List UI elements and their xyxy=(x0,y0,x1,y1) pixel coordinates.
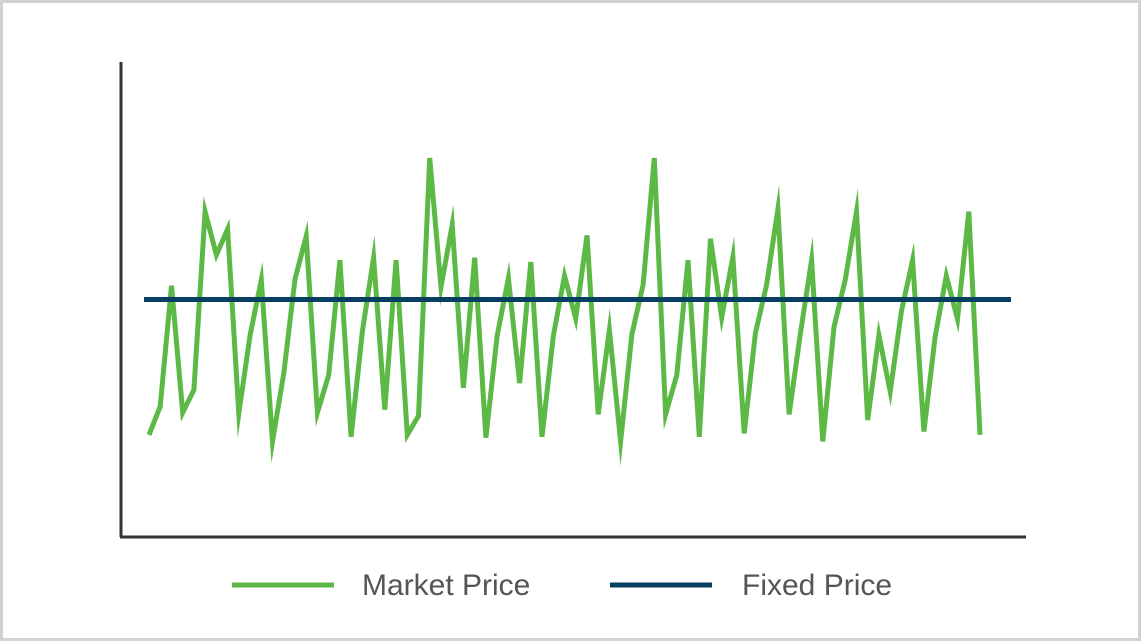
legend: Market Price Fixed Price xyxy=(232,569,892,602)
series-line-market-price xyxy=(146,157,983,466)
legend-label-fixed-price: Fixed Price xyxy=(742,569,892,602)
legend-label-market-price: Market Price xyxy=(362,569,530,602)
line-chart: Market Price Fixed Price xyxy=(119,62,1026,602)
